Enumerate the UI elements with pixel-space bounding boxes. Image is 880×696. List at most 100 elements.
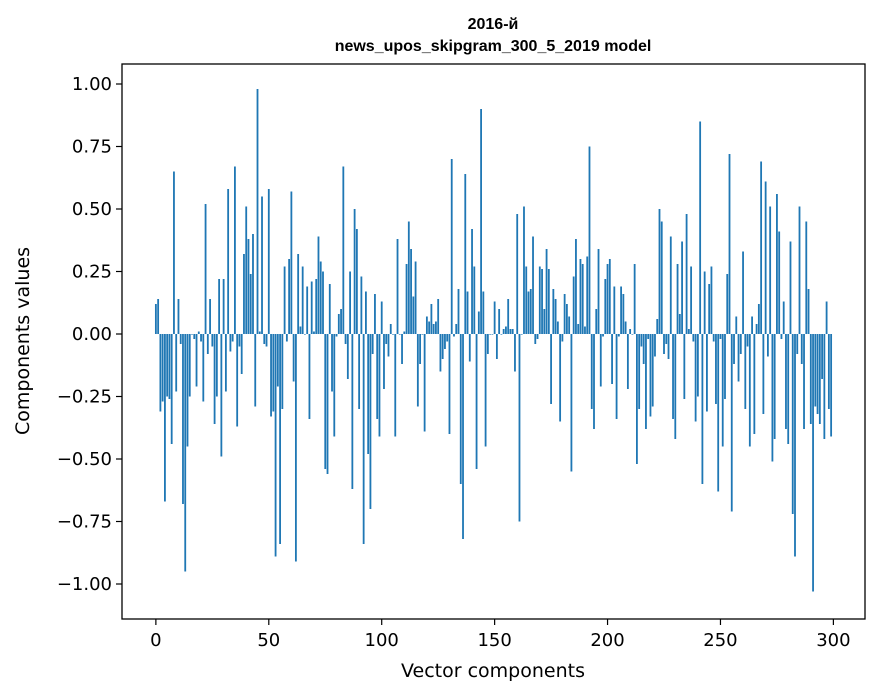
- bar-70: [313, 331, 315, 334]
- bar-177: [554, 299, 557, 334]
- bar-294: [818, 334, 821, 424]
- bar-168: [534, 334, 537, 344]
- bar-118: [421, 334, 424, 335]
- bar-211: [631, 334, 634, 335]
- bar-35: [234, 166, 236, 334]
- bar-253: [726, 274, 729, 334]
- bar-136: [462, 334, 464, 539]
- bar-219: [649, 334, 652, 417]
- bar-0: [154, 304, 157, 334]
- bar-207: [622, 294, 625, 334]
- bar-191: [586, 256, 589, 334]
- bar-280: [787, 334, 790, 444]
- bar-213: [636, 334, 638, 464]
- bar-176: [552, 289, 555, 334]
- bar-292: [814, 334, 817, 407]
- bar-127: [441, 334, 444, 359]
- bar-194: [593, 334, 595, 429]
- y-tick-label: −0.75: [57, 512, 112, 533]
- bar-25: [211, 334, 214, 347]
- bar-179: [559, 334, 562, 422]
- bar-222: [656, 319, 659, 334]
- bar-72: [317, 236, 320, 334]
- bar-163: [523, 206, 525, 334]
- bar-257: [735, 316, 738, 334]
- bar-269: [762, 334, 765, 414]
- x-axis-label: Vector components: [401, 660, 585, 682]
- bar-5: [166, 334, 169, 397]
- bar-89: [355, 229, 358, 334]
- bar-192: [588, 146, 591, 334]
- bar-212: [633, 264, 636, 334]
- bar-184: [570, 334, 573, 472]
- bar-105: [392, 334, 394, 335]
- bar-94: [367, 334, 370, 454]
- y-tick-label: −0.25: [57, 387, 112, 408]
- bar-133: [455, 324, 458, 334]
- bar-204: [615, 334, 618, 419]
- bar-182: [565, 304, 568, 334]
- bar-87: [351, 334, 354, 489]
- bar-150: [493, 301, 496, 334]
- bar-104: [389, 324, 392, 334]
- bar-155: [505, 326, 507, 334]
- bar-61: [292, 334, 295, 382]
- bar-120: [425, 316, 428, 334]
- bar-3: [161, 334, 164, 402]
- bar-1: [157, 299, 160, 334]
- bar-174: [547, 269, 550, 334]
- bar-299: [830, 334, 833, 437]
- bar-75: [324, 334, 327, 469]
- bar-19: [197, 331, 200, 334]
- bar-42: [249, 274, 252, 334]
- bar-45: [256, 89, 259, 334]
- bar-116: [416, 334, 419, 407]
- bar-63: [297, 254, 300, 334]
- bar-208: [624, 321, 627, 334]
- bar-55: [279, 334, 281, 544]
- bar-167: [532, 236, 534, 334]
- bar-171: [541, 269, 543, 334]
- y-tick-label: −1.00: [57, 574, 112, 595]
- bar-41: [247, 239, 250, 334]
- bar-183: [568, 316, 571, 334]
- y-tick-label: 0.75: [72, 137, 112, 158]
- bar-232: [678, 314, 681, 334]
- x-tick-label: 150: [477, 630, 511, 651]
- bar-245: [708, 284, 711, 334]
- bar-282: [791, 334, 794, 514]
- bar-260: [742, 251, 744, 334]
- bar-84: [344, 334, 347, 344]
- bar-82: [340, 309, 342, 334]
- bar-137: [464, 174, 467, 334]
- bar-144: [480, 109, 482, 334]
- bar-288: [805, 221, 808, 334]
- bar-277: [780, 334, 783, 339]
- bar-142: [475, 334, 478, 469]
- bar-250: [719, 334, 722, 339]
- bar-281: [789, 241, 792, 334]
- bar-229: [672, 334, 674, 419]
- bar-197: [599, 334, 602, 387]
- x-tick-label: 200: [590, 630, 624, 651]
- bar-80: [335, 334, 338, 337]
- bar-285: [798, 206, 801, 334]
- bar-86: [349, 271, 351, 334]
- bar-32: [227, 189, 230, 334]
- x-tick-label: 50: [257, 630, 280, 651]
- bar-74: [322, 271, 324, 334]
- bar-143: [477, 311, 480, 334]
- bar-77: [328, 284, 331, 334]
- bar-291: [812, 334, 814, 592]
- bar-201: [608, 259, 611, 334]
- bar-268: [760, 161, 763, 334]
- bar-92: [362, 334, 365, 544]
- bar-258: [737, 334, 740, 382]
- bar-231: [676, 264, 679, 334]
- bar-91: [360, 276, 363, 334]
- bar-83: [342, 166, 345, 334]
- bar-22: [204, 204, 207, 334]
- x-tick-label: 300: [816, 630, 850, 651]
- bar-109: [401, 334, 403, 364]
- bar-50: [267, 189, 270, 334]
